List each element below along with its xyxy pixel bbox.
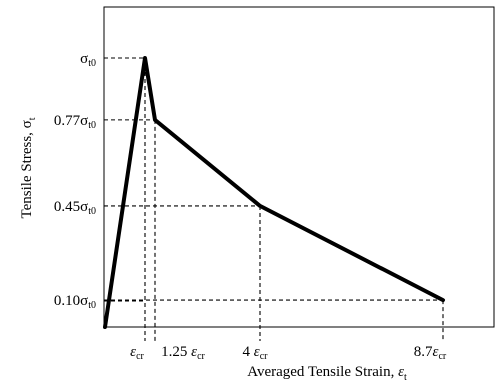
stress-strain-curve bbox=[103, 56, 445, 329]
x-axis-label: Averaged Tensile Strain, εt bbox=[247, 364, 407, 383]
x-tick-label: εcr bbox=[130, 344, 144, 362]
y-tick-label: 0.77σt0 bbox=[54, 113, 96, 131]
x-tick-label: 8.7εcr bbox=[414, 344, 447, 362]
curve-layer bbox=[103, 56, 445, 329]
x-tick-label: 4 εcr bbox=[243, 344, 269, 362]
y-tick-label: σt0 bbox=[80, 51, 96, 69]
y-tick-label: 0.10σt0 bbox=[54, 293, 96, 311]
plot-frame bbox=[103, 6, 495, 328]
x-tick-label: 1.25 εcr bbox=[161, 344, 205, 362]
x-tick-labels: εcr 1.25 εcr 4 εcr 8.7εcr bbox=[130, 344, 447, 362]
y-axis-label: Tensile Stress, σt bbox=[19, 117, 38, 218]
y-tick-labels: σt0 0.77σt0 0.45σt0 0.10σt0 bbox=[54, 51, 96, 311]
y-tick-label: 0.45σt0 bbox=[54, 199, 96, 217]
dashed-guides bbox=[104, 57, 444, 341]
